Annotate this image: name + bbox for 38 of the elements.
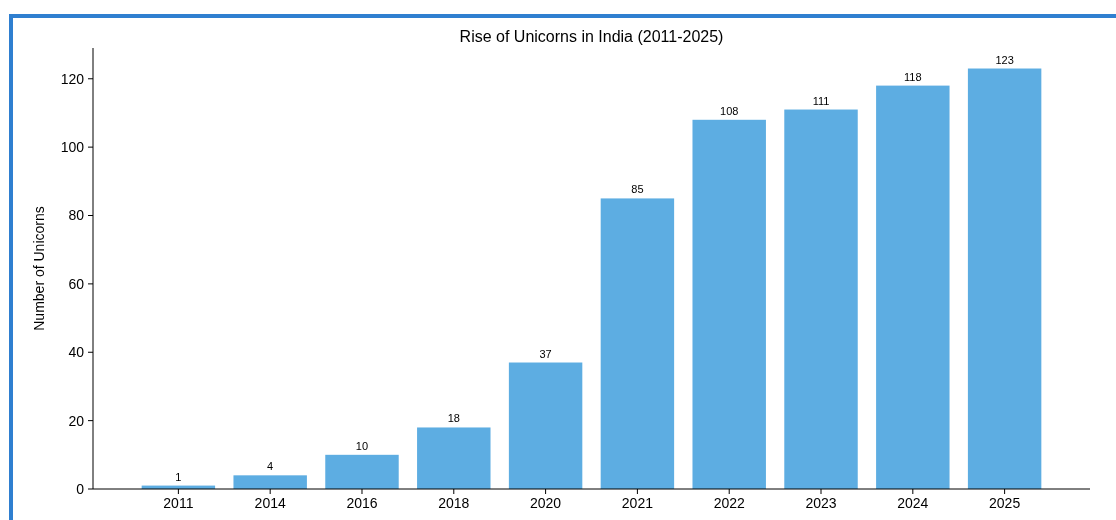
x-tick-label: 2014 — [254, 495, 286, 511]
y-tick-label: 0 — [76, 480, 85, 497]
x-tick-label: 2020 — [530, 495, 562, 511]
data-label: 10 — [355, 439, 369, 452]
bar — [233, 475, 307, 489]
bar — [784, 109, 858, 489]
y-tick-label: 120 — [60, 70, 85, 87]
x-tick-label: 2025 — [989, 495, 1021, 511]
y-tick-label: 40 — [68, 344, 85, 361]
data-label: 111 — [812, 94, 830, 107]
bar — [508, 362, 583, 489]
data-label: 18 — [447, 412, 460, 425]
y-tick-label: 80 — [68, 207, 85, 224]
x-tick-label: 2016 — [346, 495, 378, 511]
data-label: 118 — [904, 70, 922, 83]
chart-title: Rise of Unicorns in India (2011-2025) — [459, 28, 724, 45]
x-tick-label: 2021 — [621, 495, 654, 511]
bar — [325, 454, 399, 489]
y-axis-title: Number of Unicorns — [31, 206, 47, 331]
bar — [417, 427, 491, 489]
data-label: 108 — [720, 104, 739, 117]
data-label: 4 — [267, 460, 274, 473]
bar — [692, 119, 766, 489]
x-tick-label: 2011 — [163, 495, 194, 511]
x-tick-label: 2023 — [805, 495, 837, 511]
data-label: 37 — [539, 347, 552, 360]
x-tick-label: 2022 — [713, 495, 745, 511]
data-label: 123 — [995, 53, 1014, 66]
bar — [600, 198, 675, 489]
y-tick-label: 20 — [68, 412, 85, 429]
x-tick-label: 2018 — [438, 495, 470, 511]
bar — [967, 68, 1042, 489]
data-label: 85 — [631, 183, 644, 196]
bar — [876, 85, 950, 489]
data-label: 1 — [175, 470, 182, 483]
x-tick-label: 2024 — [897, 495, 929, 511]
y-tick-label: 60 — [68, 275, 85, 292]
y-tick-label: 100 — [60, 139, 85, 156]
